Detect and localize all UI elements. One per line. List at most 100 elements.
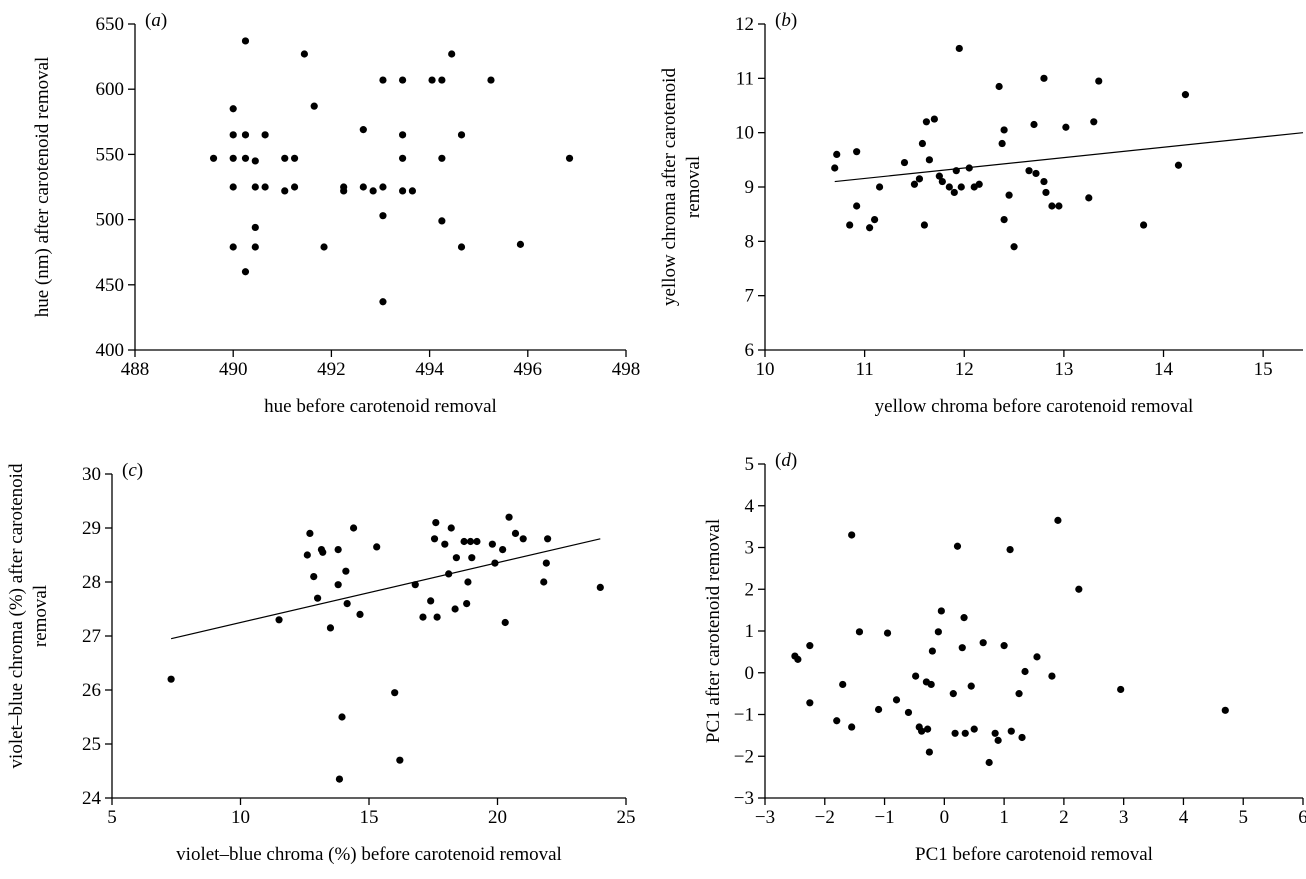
data-point <box>343 600 351 608</box>
data-point <box>875 183 884 191</box>
data-point <box>310 102 318 110</box>
y-axis-title: hue (nm) after carotenoid removal <box>32 57 53 318</box>
x-tick-label: 5 <box>107 807 117 828</box>
data-point <box>457 131 466 139</box>
panel-label: (c) <box>122 460 143 481</box>
data-point <box>516 240 525 248</box>
data-point <box>945 183 953 191</box>
y-tick-label: 5 <box>745 454 755 475</box>
y-tick-label: 450 <box>96 275 125 296</box>
data-point <box>419 613 427 621</box>
data-point <box>1085 194 1093 202</box>
y-tick-label: 12 <box>735 14 754 35</box>
data-point <box>1040 74 1048 82</box>
data-point <box>967 682 975 690</box>
y-tick-label: 3 <box>745 538 755 559</box>
data-point <box>464 578 472 586</box>
data-point <box>910 180 919 188</box>
data-point <box>505 513 513 521</box>
y-tick-label: 7 <box>745 286 755 307</box>
y-tick-label: 0 <box>745 663 755 684</box>
data-point <box>229 243 237 251</box>
y-axis-title-line: violet–blue chroma (%) after carotenoid <box>6 463 27 768</box>
data-point <box>261 183 269 191</box>
y-tick-label: −3 <box>734 788 754 809</box>
data-point <box>1007 727 1015 735</box>
y-axis-title: PC1 after carotenoid removal <box>703 519 724 743</box>
data-point <box>445 570 453 578</box>
data-point <box>398 187 407 195</box>
y-tick-label: 10 <box>735 123 754 144</box>
data-point <box>319 548 327 556</box>
y-tick-label: 28 <box>82 572 101 593</box>
data-point <box>359 126 367 134</box>
data-point <box>167 675 175 683</box>
data-point <box>261 131 269 139</box>
panel-letter: a <box>151 10 161 31</box>
data-point <box>542 559 550 567</box>
data-point <box>468 554 476 562</box>
data-point <box>883 629 892 637</box>
data-point <box>874 705 883 714</box>
data-point <box>438 154 446 162</box>
data-point <box>290 183 299 191</box>
data-point <box>379 76 387 84</box>
data-point <box>1117 685 1125 694</box>
x-tick-label: −2 <box>815 807 835 828</box>
data-point <box>853 202 861 210</box>
data-point <box>391 689 399 697</box>
data-point <box>540 578 548 586</box>
data-point <box>928 647 936 655</box>
data-point <box>1025 167 1033 175</box>
data-point <box>998 139 1006 148</box>
x-tick-label: 15 <box>1254 359 1273 380</box>
data-point <box>334 581 342 589</box>
data-point <box>430 535 439 543</box>
y-axis-title-line: PC1 after carotenoid removal <box>703 519 724 743</box>
x-axis-title: PC1 before carotenoid removal <box>915 844 1153 865</box>
x-tick-label: 25 <box>617 807 636 828</box>
y-tick-label: 6 <box>745 340 755 361</box>
data-point <box>340 187 348 195</box>
y-tick-label: −2 <box>734 746 754 767</box>
data-point <box>427 597 435 605</box>
data-point <box>275 616 283 624</box>
data-point <box>853 148 861 156</box>
data-point <box>398 76 407 84</box>
x-tick-label: 13 <box>1054 359 1073 380</box>
data-point <box>451 605 459 613</box>
data-point <box>955 44 963 53</box>
data-point <box>1033 653 1041 661</box>
data-point <box>1054 516 1062 524</box>
data-point <box>831 164 839 172</box>
y-tick-label: 9 <box>745 177 755 198</box>
data-point <box>338 713 346 721</box>
data-point <box>1000 126 1008 134</box>
data-point <box>326 624 335 632</box>
data-point <box>544 535 552 543</box>
data-point <box>934 628 942 636</box>
data-point <box>957 183 965 191</box>
x-tick-label: 15 <box>360 807 379 828</box>
data-point <box>806 699 814 707</box>
data-point <box>491 559 499 567</box>
y-axis-title-line: removal <box>30 585 51 647</box>
y-tick-label: 11 <box>736 68 754 89</box>
data-point <box>1048 202 1056 210</box>
data-point <box>912 672 920 680</box>
data-point <box>949 690 957 698</box>
data-point <box>342 567 350 575</box>
data-point <box>251 223 259 232</box>
data-point <box>290 154 299 162</box>
x-tick-label: 490 <box>219 359 248 380</box>
data-point <box>396 756 404 764</box>
data-point <box>314 594 322 602</box>
data-point <box>229 105 237 113</box>
data-point <box>994 736 1002 744</box>
data-point <box>408 187 417 195</box>
x-tick-label: 494 <box>415 359 444 380</box>
y-tick-label: 4 <box>745 496 755 517</box>
data-point <box>488 540 496 548</box>
data-point <box>1139 221 1148 229</box>
data-point <box>1221 706 1229 714</box>
